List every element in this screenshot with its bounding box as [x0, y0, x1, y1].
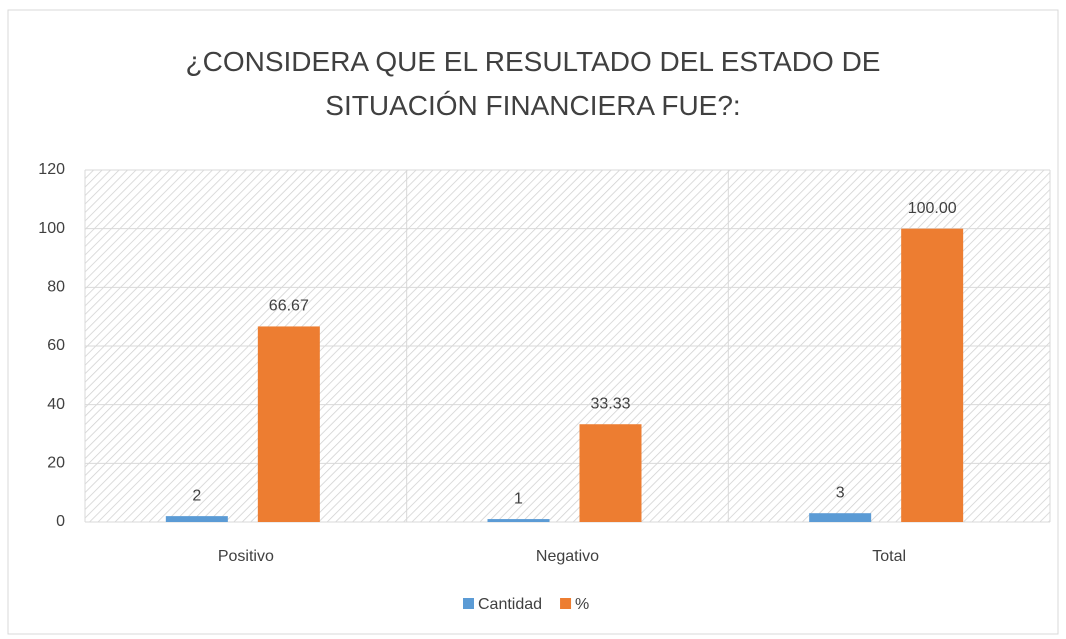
y-tick-label: 0 [56, 513, 65, 530]
data-label: 2 [192, 487, 201, 504]
data-label: 33.33 [590, 395, 630, 412]
data-label: 3 [836, 484, 845, 501]
legend-swatch [560, 598, 572, 609]
x-tick-label: Negativo [536, 548, 599, 565]
chart-title: ¿CONSIDERA QUE EL RESULTADO DEL ESTADO D… [185, 46, 881, 121]
y-tick-label: 100 [38, 220, 65, 237]
y-tick-label: 40 [47, 396, 65, 413]
bar [165, 516, 228, 522]
data-label: 1 [514, 490, 523, 507]
bar [809, 513, 872, 522]
legend-label: % [575, 596, 589, 613]
bar [579, 424, 642, 522]
bar [901, 228, 964, 522]
x-tick-label: Total [872, 548, 906, 565]
y-tick-label: 120 [38, 161, 65, 178]
legend-label: Cantidad [478, 596, 542, 613]
data-label: 66.67 [269, 298, 309, 315]
bar [257, 326, 320, 522]
y-tick-label: 80 [47, 279, 65, 296]
bar [487, 519, 550, 522]
y-tick-label: 60 [47, 337, 65, 354]
x-tick-label: Positivo [218, 548, 274, 565]
data-label: 100.00 [908, 200, 957, 217]
y-tick-label: 20 [47, 455, 65, 472]
legend-swatch [463, 598, 474, 609]
